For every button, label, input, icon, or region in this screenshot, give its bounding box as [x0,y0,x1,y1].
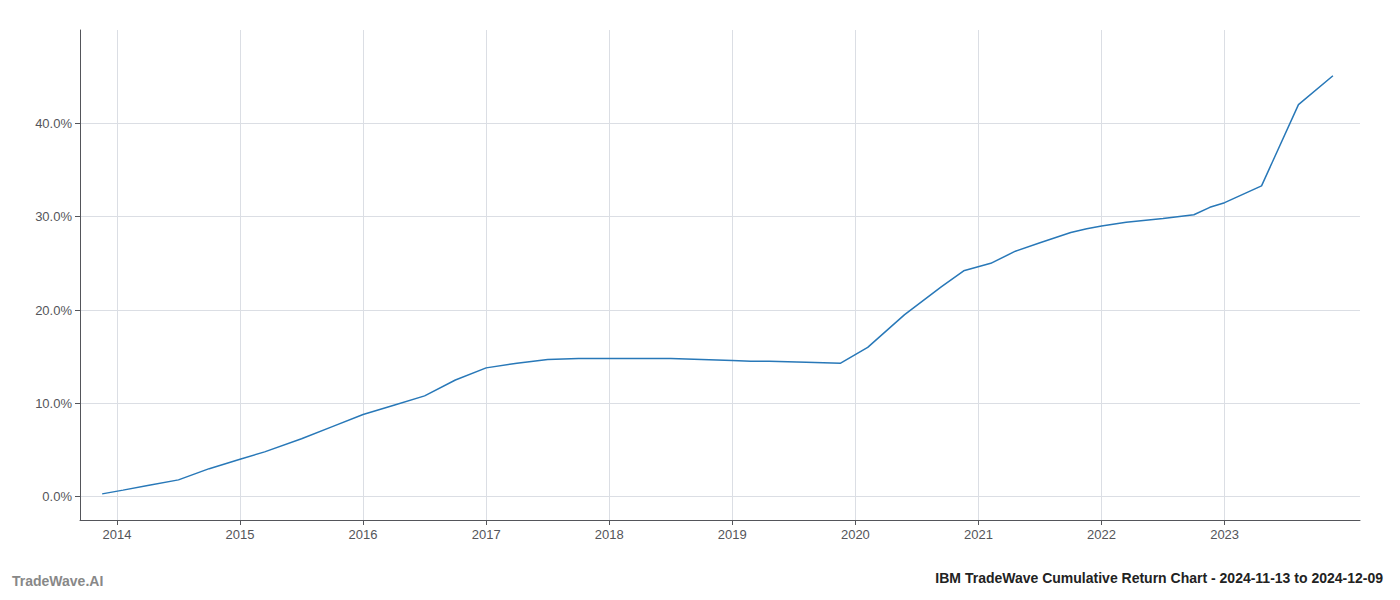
svg-text:TradeWave.AI: TradeWave.AI [12,573,103,589]
svg-text:2022: 2022 [1087,527,1116,542]
svg-text:2015: 2015 [226,527,255,542]
svg-text:40.0%: 40.0% [35,116,72,131]
svg-text:2020: 2020 [841,527,870,542]
svg-text:2019: 2019 [718,527,747,542]
svg-text:10.0%: 10.0% [35,396,72,411]
svg-text:20.0%: 20.0% [35,303,72,318]
svg-text:IBM TradeWave Cumulative Retur: IBM TradeWave Cumulative Return Chart - … [935,570,1383,586]
svg-text:2016: 2016 [349,527,378,542]
svg-text:2017: 2017 [472,527,501,542]
svg-text:2018: 2018 [595,527,624,542]
svg-text:2023: 2023 [1210,527,1239,542]
svg-text:2014: 2014 [102,527,131,542]
svg-text:0.0%: 0.0% [42,489,72,504]
svg-text:2021: 2021 [964,527,993,542]
svg-text:30.0%: 30.0% [35,209,72,224]
